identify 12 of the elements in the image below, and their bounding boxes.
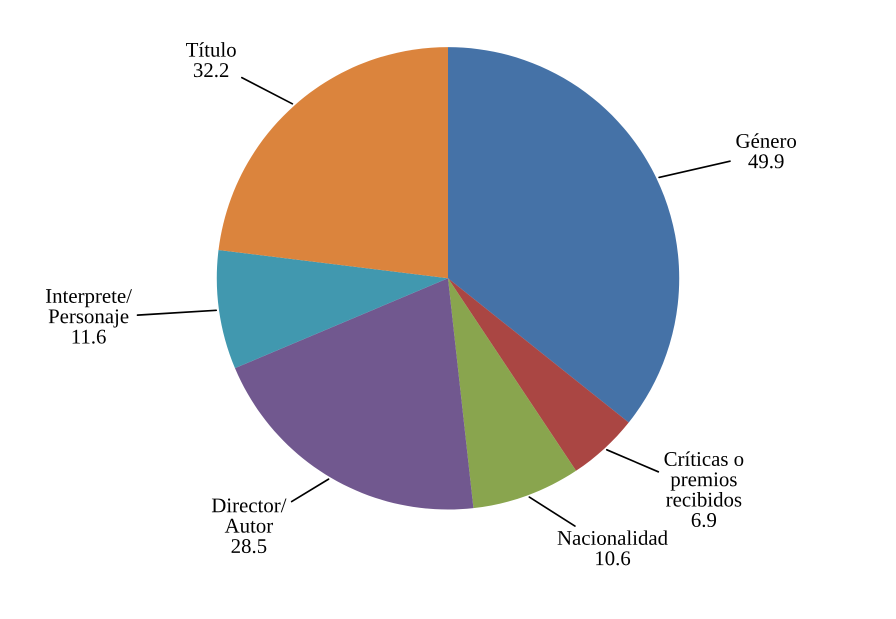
slice-label: Título: [186, 42, 236, 57]
data-label: 11.6: [72, 330, 106, 344]
slice-label: Nacionalidad: [558, 530, 668, 545]
data-label: 32.2: [194, 63, 228, 78]
data-label: 10.6: [596, 551, 630, 566]
slice-label: Director/ Autor: [212, 498, 286, 533]
data-label: 49.9: [748, 154, 784, 168]
slice-label: Género: [736, 133, 796, 148]
slice-label: Críticas o premios recibidos: [664, 451, 744, 507]
data-label: 28.5: [232, 539, 266, 554]
data-label: 6.9: [692, 513, 716, 528]
slice-label: Interprete/ Personaje: [46, 289, 132, 328]
